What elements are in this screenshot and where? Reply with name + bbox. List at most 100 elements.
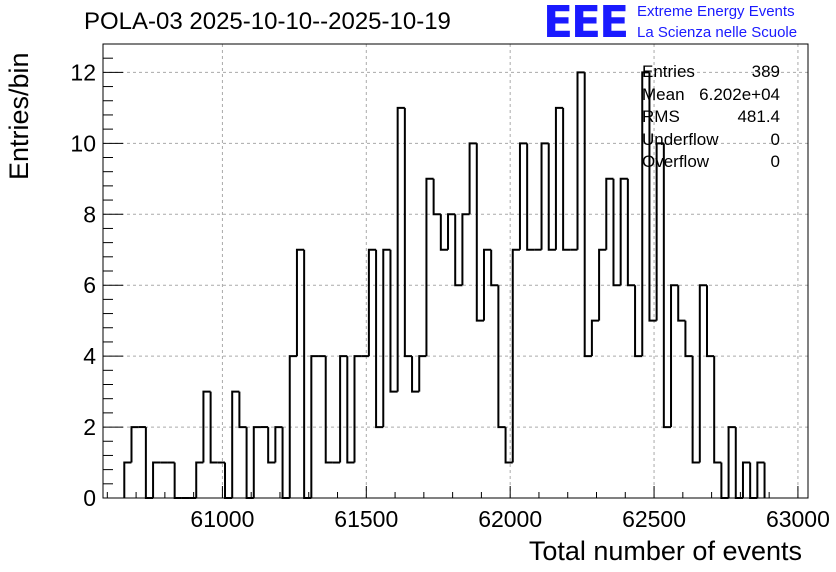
histogram-bin <box>432 178 441 216</box>
stat-row-overflow: Overflow 0 <box>642 152 780 175</box>
histogram-bin <box>670 284 679 428</box>
histogram-bin <box>526 143 535 251</box>
histogram-bin <box>439 214 449 251</box>
stat-label: Mean <box>642 84 685 104</box>
histogram-bin <box>195 461 204 498</box>
histogram-bin <box>274 426 283 463</box>
histogram-bin <box>152 461 161 498</box>
stat-label: Overflow <box>642 152 710 171</box>
stats-box: Entries 389 Mean 6.202e+04 RMS 481.4 Underf… <box>642 62 780 175</box>
histogram-bin <box>626 178 636 287</box>
histogram-bin <box>418 355 427 392</box>
histogram-bin <box>209 391 218 464</box>
stat-value: 481.4 <box>737 107 780 126</box>
histogram-bin <box>130 426 139 463</box>
histogram-bin <box>720 462 729 499</box>
histogram-bin <box>482 248 492 321</box>
histogram-bin <box>727 426 736 498</box>
stat-label: RMS <box>642 107 680 126</box>
stat-label: Underflow <box>642 129 719 149</box>
histogram-bin <box>447 213 456 250</box>
histogram-bin <box>497 285 506 429</box>
eee-logo: EEE <box>543 0 629 48</box>
histogram-bin <box>511 248 520 463</box>
histogram-bin <box>741 461 751 498</box>
histogram-bin <box>598 248 607 321</box>
y-tick-label: 12 <box>70 59 96 85</box>
histogram-bin <box>303 249 312 499</box>
y-tick-label: 2 <box>83 414 96 440</box>
stat-value: 389 <box>751 62 780 81</box>
stat-row-mean: Mean 6.202e+04 <box>642 85 780 108</box>
histogram-bin <box>590 319 600 357</box>
histogram-bin <box>224 462 233 499</box>
histogram-bin <box>677 285 686 322</box>
stat-value: 6.202e+04 <box>699 84 780 104</box>
y-axis-label: Entries/bin <box>4 52 34 180</box>
histogram-bin <box>353 355 362 463</box>
histogram-bin <box>684 320 693 358</box>
y-tick-label: 0 <box>83 485 96 511</box>
histogram-bin <box>367 248 377 357</box>
histogram-bin <box>562 107 571 251</box>
histogram-bin <box>324 356 333 464</box>
histogram-bin <box>411 356 420 393</box>
histogram-bin <box>540 142 549 250</box>
grid-lines <box>103 44 808 498</box>
histogram-bin <box>295 248 305 357</box>
histogram-bin <box>475 143 484 322</box>
histogram-bin <box>281 427 290 499</box>
stat-label: Entries <box>642 62 695 81</box>
histogram-bin <box>648 72 657 322</box>
histogram-bin <box>749 462 758 499</box>
histogram-bin <box>554 106 564 250</box>
stat-row-rms: RMS 481.4 <box>642 107 780 130</box>
stat-row-underflow: Underflow 0 <box>642 130 780 153</box>
histogram-bin <box>734 427 743 499</box>
y-tick-label: 10 <box>70 130 96 156</box>
histogram-bin <box>288 355 297 498</box>
histogram-bin <box>389 249 398 393</box>
y-tick-label: 8 <box>83 201 96 227</box>
histogram-bin <box>547 143 556 251</box>
stat-value: 0 <box>770 152 780 171</box>
histogram-bin <box>144 427 154 499</box>
histogram-bin <box>339 355 348 463</box>
histogram-bin <box>662 143 672 429</box>
histogram-bin <box>605 177 614 250</box>
histogram-bin <box>173 462 182 499</box>
org-name: Extreme Energy Events <box>637 3 795 20</box>
stat-value: 0 <box>770 129 780 149</box>
histogram-bin <box>310 355 319 498</box>
histogram-bin <box>403 107 413 358</box>
stat-row-entries: Entries 389 <box>642 62 780 85</box>
histogram-bin <box>504 427 513 464</box>
histogram-bin <box>461 213 470 286</box>
histogram-bin <box>202 390 211 463</box>
histogram-bin <box>705 285 715 358</box>
histogram-bin <box>518 142 528 250</box>
x-axis-label: Total number of events <box>528 536 802 566</box>
x-tick-label: 61000 <box>190 506 254 532</box>
y-tick-label: 6 <box>83 272 96 298</box>
histogram-bin <box>123 461 132 498</box>
y-tick-label: 4 <box>83 343 96 369</box>
histogram-bin <box>375 249 384 429</box>
histogram-bin <box>713 356 722 464</box>
histogram-bin <box>245 427 254 499</box>
histogram-bin <box>396 106 405 392</box>
x-tick-label: 62000 <box>478 506 542 532</box>
histogram-bin <box>583 72 592 358</box>
histogram-bin <box>634 285 643 358</box>
histogram-bin <box>267 427 276 464</box>
y-axis-ticks: 0 2 4 6 8 10 12 <box>70 57 123 511</box>
x-tick-label: 62500 <box>622 506 686 532</box>
x-tick-label: 63000 <box>766 506 830 532</box>
histogram-bin <box>619 177 628 286</box>
histogram-bin <box>382 248 391 428</box>
x-tick-label: 61500 <box>334 506 398 532</box>
histogram-bin <box>425 177 434 357</box>
histogram-bin <box>231 390 240 498</box>
histogram-bin <box>655 142 664 321</box>
